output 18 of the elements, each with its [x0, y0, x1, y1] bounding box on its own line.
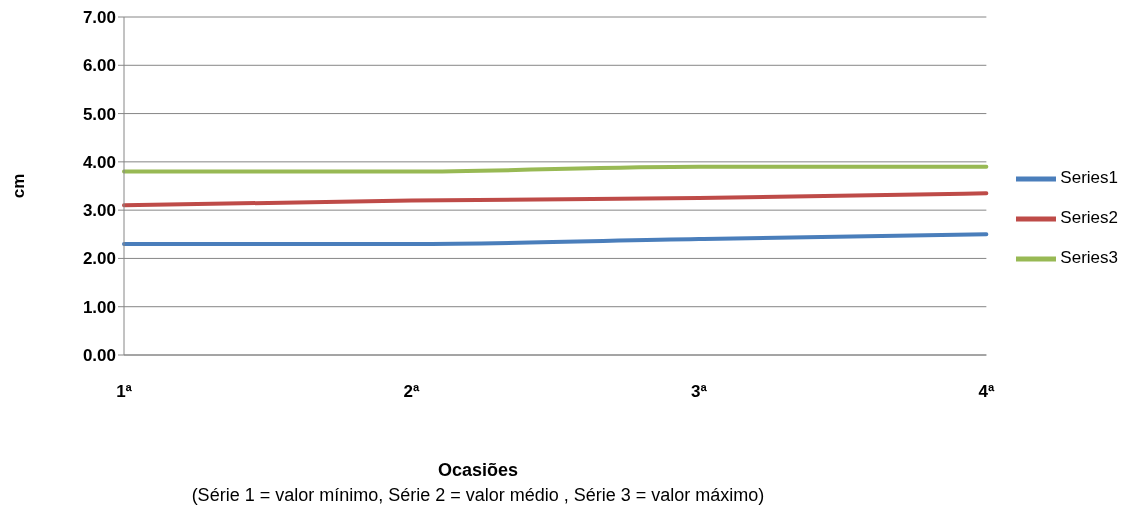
y-tick-label: 5.00 — [82, 104, 116, 124]
y-tick-label: 7.00 — [82, 8, 116, 28]
x-tick-label: 4ª — [978, 382, 995, 402]
legend-label: Series1 — [1060, 168, 1118, 188]
y-tick-label: 2.00 — [82, 249, 116, 269]
x-axis-title: Ocasiões — [436, 460, 520, 481]
y-axis-title: cm — [9, 173, 29, 199]
y-tick-label: 4.00 — [82, 152, 116, 172]
text: (Série 1 = valor mínimo, Série 2 = valor médio , Série 3 = valor máximo) — [190, 485, 766, 506]
y-tick-label: 1.00 — [82, 297, 116, 317]
legend-label: Series2 — [1060, 208, 1118, 228]
x-tick-label: 2ª — [403, 382, 421, 402]
x-tick-label: 3ª — [691, 382, 708, 402]
y-tick-label: 0.00 — [82, 346, 116, 366]
x-tick-label: 1ª — [116, 382, 133, 402]
y-tick-label: 6.00 — [82, 56, 116, 76]
legend-label: Series3 — [1060, 248, 1118, 268]
y-tick-label: 3.00 — [82, 201, 116, 221]
